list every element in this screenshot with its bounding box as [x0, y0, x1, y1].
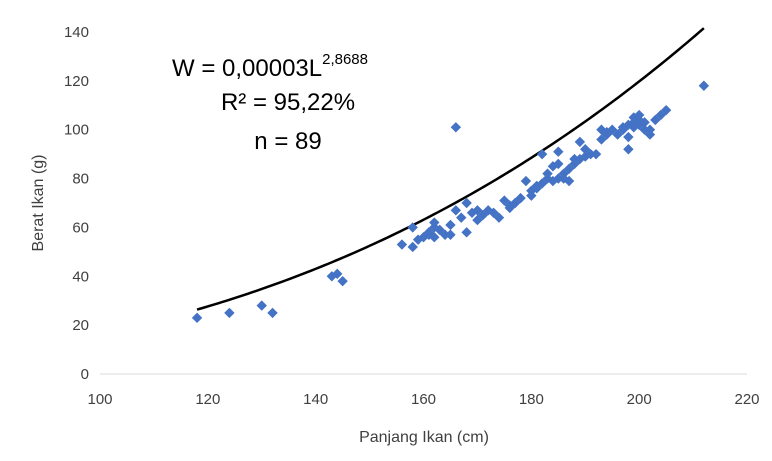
data-point: [585, 148, 596, 160]
y-tick-label: 20: [72, 317, 89, 334]
data-point: [509, 197, 521, 209]
data-point: [224, 307, 235, 319]
data-point: [256, 300, 267, 311]
data-point: [337, 275, 348, 287]
annotation-layer: W = 0,00003L2,8688 R² = 95,22% n = 89: [172, 51, 368, 155]
data-point: [607, 124, 618, 135]
x-tick-label: 140: [303, 391, 328, 408]
data-point: [563, 163, 575, 174]
x-tick-label: 180: [519, 391, 544, 408]
data-point: [445, 219, 456, 231]
data-point: [639, 117, 650, 128]
data-point: [644, 124, 656, 135]
data-point: [547, 175, 559, 187]
data-point: [660, 104, 672, 116]
y-tick-label: 80: [72, 171, 89, 188]
data-point: [520, 175, 532, 187]
data-point: [450, 205, 462, 216]
y-axis-title: Berat Ikan (g): [30, 155, 47, 252]
data-point: [596, 124, 607, 135]
data-point: [553, 158, 564, 170]
data-point: [698, 80, 710, 91]
data-point: [461, 227, 472, 238]
data-point: [504, 200, 515, 211]
data-point: [596, 134, 607, 145]
data-point: [429, 232, 440, 243]
data-point: [526, 185, 537, 196]
data-point: [461, 197, 472, 209]
sample-size-label: n = 89: [254, 128, 321, 155]
r-squared-label: R² = 95,22%: [221, 89, 355, 116]
data-point: [493, 212, 505, 223]
power-trendline: [196, 27, 705, 311]
data-point: [612, 129, 623, 140]
trendline-layer: [196, 27, 705, 311]
x-tick-label: 200: [627, 391, 652, 408]
data-point: [450, 122, 462, 133]
data-point: [515, 192, 526, 204]
x-tick-label: 160: [411, 391, 436, 408]
x-tick-label: 220: [734, 391, 759, 408]
data-point: [574, 136, 586, 148]
data-point: [423, 229, 435, 240]
points-layer: [191, 80, 710, 324]
equation-exponent: 2,8688: [322, 51, 368, 68]
data-point: [623, 144, 634, 155]
y-tick-label: 0: [81, 366, 89, 383]
data-point: [542, 168, 553, 179]
x-axis-title: Panjang Ikan (cm): [359, 429, 489, 446]
data-point: [191, 312, 203, 324]
x-tick-label: 100: [87, 391, 112, 408]
data-point: [547, 161, 559, 172]
y-tick-label: 60: [72, 219, 89, 236]
data-point: [536, 148, 548, 160]
y-tick-label: 140: [64, 24, 89, 41]
data-point: [590, 148, 602, 160]
data-point: [407, 222, 418, 233]
x-tick-label: 120: [195, 391, 220, 408]
data-point: [332, 268, 343, 280]
data-point: [434, 224, 445, 236]
data-point: [445, 229, 456, 240]
y-tick-label: 40: [72, 268, 89, 285]
data-point: [536, 178, 548, 189]
data-point: [439, 229, 451, 240]
y-tick-label: 100: [64, 122, 89, 139]
data-point: [617, 122, 629, 133]
y-tick-label: 120: [64, 73, 89, 90]
data-point: [574, 153, 586, 165]
data-point: [531, 180, 542, 192]
data-point: [623, 131, 634, 143]
data-point: [633, 109, 645, 121]
data-point: [553, 146, 564, 157]
axes-layer: 0 20 40 60 80 100 120 140 100 120 140 160 180 200 220: [64, 24, 760, 408]
data-point: [396, 239, 408, 250]
data-point: [655, 109, 666, 121]
data-point: [407, 241, 418, 253]
equation-label: W = 0,00003L2,8688: [172, 51, 368, 82]
data-point: [267, 307, 278, 319]
data-point: [563, 175, 575, 187]
data-point: [456, 212, 467, 223]
equation-main: W = 0,00003L: [172, 55, 322, 82]
